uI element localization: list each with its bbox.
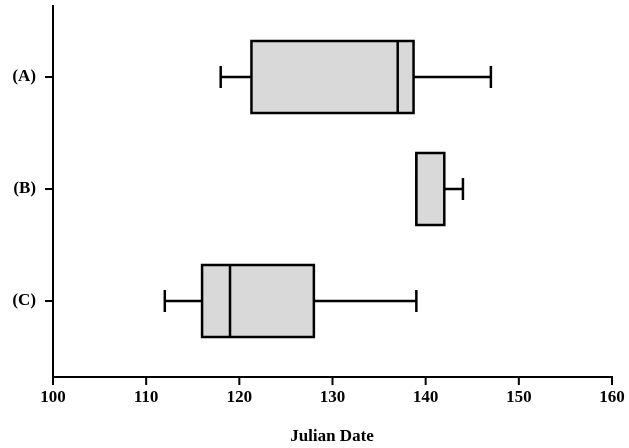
x-tick-label: 140 [413,387,439,406]
box [415,151,446,227]
box [250,39,415,115]
y-tick-label: (B) [13,178,36,197]
x-axis-title: Julian Date [290,426,374,445]
y-tick-label: (C) [12,290,36,309]
x-tick-label: 130 [320,387,346,406]
y-tick-label: (A) [12,66,36,85]
box [200,263,316,339]
x-tick-label: 160 [599,387,625,406]
x-tick-label: 100 [40,387,66,406]
x-tick-label: 120 [227,387,253,406]
x-tick-label: 110 [134,387,159,406]
x-tick-label: 150 [506,387,532,406]
